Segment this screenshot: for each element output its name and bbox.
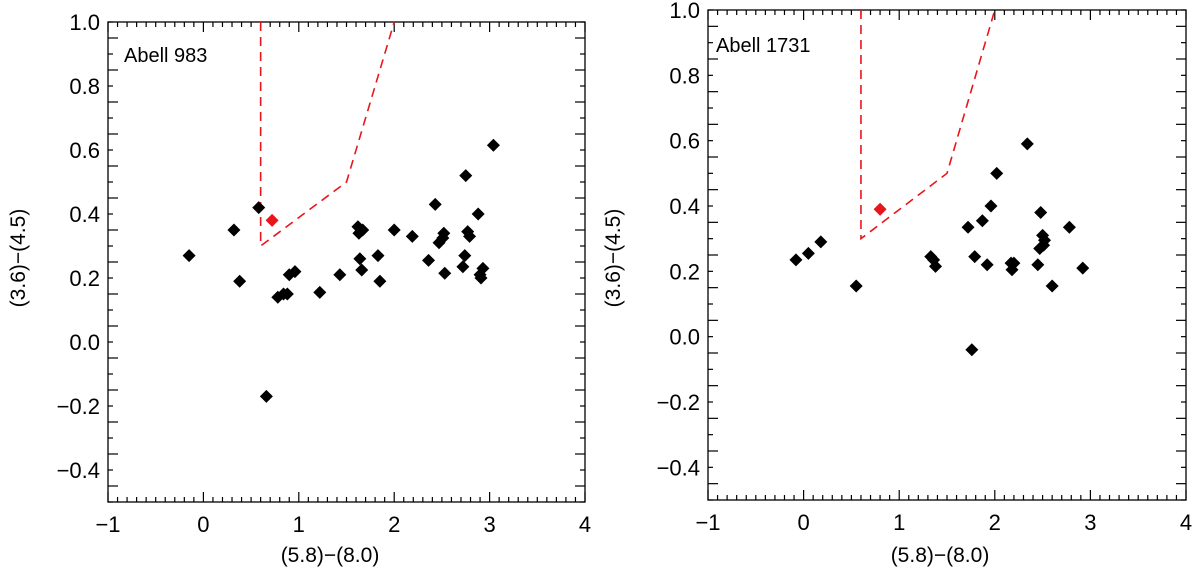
x-tick-label: 0 (197, 512, 209, 537)
y-axis-label: (3.6)−(4.5) (602, 209, 625, 308)
data-point (961, 220, 975, 234)
x-tick-label: 3 (1084, 510, 1096, 535)
data-point (474, 271, 488, 285)
panel-abell-1731: −1 0 1 2 3 4 −0.4 −0.2 0.0 0.2 0.4 0.6 0.8 1.0 Abell … (602, 0, 1192, 567)
data-point (849, 279, 863, 293)
data-point (1020, 137, 1034, 151)
highlight-point (873, 202, 887, 216)
tick-labels: −1 0 1 2 3 4 −0.4 −0.2 0.0 0.2 0.4 0.6 0.8 1.0 (657, 0, 1193, 535)
data-point (801, 246, 815, 260)
plot-frame (107, 21, 586, 503)
panel-title: Abell 983 (124, 45, 207, 67)
data-point (422, 253, 436, 267)
data-point (288, 265, 302, 279)
x-tick-label: 1 (293, 512, 305, 537)
x-tick-label: 2 (388, 512, 400, 537)
data-point (486, 138, 500, 152)
y-tick-label: 0.0 (69, 330, 100, 355)
y-tick-label: 0.4 (669, 194, 700, 219)
data-point (458, 249, 472, 263)
data-point (471, 207, 485, 221)
data-point (463, 229, 477, 243)
y-tick-label: 0.8 (69, 74, 100, 99)
axis-ticks (107, 21, 586, 503)
y-tick-label: −0.2 (57, 394, 100, 419)
data-point (459, 169, 473, 183)
panel-abell-983: −1 0 1 2 3 4 −0.4 −0.2 0.0 0.2 0.4 0.6 0.8 1.0 Abell … (7, 10, 591, 567)
data-point (968, 250, 982, 264)
y-tick-label: −0.4 (57, 458, 100, 483)
data-point (456, 260, 470, 274)
highlight-point (265, 213, 279, 227)
data-point (371, 249, 385, 263)
x-axis-label: (5.8)−(8.0) (891, 544, 990, 567)
x-tick-label: 4 (579, 512, 591, 537)
plot-frame (707, 9, 1187, 501)
data-point (789, 253, 803, 267)
y-tick-label: 0.6 (669, 129, 700, 154)
data-point (373, 274, 387, 288)
y-tick-label: 0.8 (669, 63, 700, 88)
data-point (387, 223, 401, 237)
data-point (437, 226, 451, 240)
data-point (980, 258, 994, 272)
data-points (182, 138, 500, 403)
data-point (1062, 220, 1076, 234)
y-tick-label: 0.0 (669, 325, 700, 350)
data-point (1007, 256, 1021, 270)
data-point (259, 389, 273, 403)
data-point (476, 261, 490, 275)
x-tick-label: 2 (989, 510, 1001, 535)
y-tick-label: 0.4 (69, 202, 100, 227)
data-point (975, 214, 989, 228)
data-point (438, 266, 452, 280)
y-tick-label: −0.4 (657, 455, 700, 480)
data-point (428, 197, 442, 211)
data-point (1076, 261, 1090, 275)
x-tick-label: 4 (1180, 510, 1192, 535)
data-point (405, 229, 419, 243)
agn-wedge-line (259, 21, 395, 248)
x-tick-label: 0 (797, 510, 809, 535)
data-point (333, 268, 347, 282)
data-point (990, 166, 1004, 180)
data-point (814, 235, 828, 249)
data-point (227, 223, 241, 237)
data-point (182, 249, 196, 263)
x-tick-label: −1 (695, 510, 720, 535)
data-point (313, 285, 327, 299)
data-point (252, 201, 266, 215)
data-point (355, 263, 369, 277)
data-point (233, 274, 247, 288)
x-tick-label: −1 (95, 512, 120, 537)
panel-title: Abell 1731 (716, 35, 811, 57)
x-tick-label: 1 (893, 510, 905, 535)
data-point (356, 223, 370, 237)
data-point (1034, 206, 1048, 220)
tick-labels: −1 0 1 2 3 4 −0.4 −0.2 0.0 0.2 0.4 0.6 0.8 1.0 (57, 10, 592, 537)
x-axis-label: (5.8)−(8.0) (281, 544, 380, 567)
data-point (280, 287, 294, 301)
data-point (1045, 279, 1059, 293)
agn-wedge-line (860, 9, 996, 241)
y-tick-label: 1.0 (69, 10, 100, 35)
axis-ticks (707, 9, 1187, 501)
data-point (965, 343, 979, 357)
data-point (929, 259, 943, 273)
data-point (1038, 233, 1052, 247)
data-point (984, 199, 998, 213)
y-tick-label: 0.6 (69, 138, 100, 163)
y-tick-label: 0.2 (69, 266, 100, 291)
data-point (353, 252, 367, 266)
y-axis-label: (3.6)−(4.5) (7, 209, 30, 308)
y-tick-label: 1.0 (669, 0, 700, 23)
data-points (789, 137, 1090, 357)
y-tick-label: 0.2 (669, 259, 700, 284)
y-tick-label: −0.2 (657, 390, 700, 415)
x-tick-label: 3 (483, 512, 495, 537)
data-point (1031, 258, 1045, 272)
